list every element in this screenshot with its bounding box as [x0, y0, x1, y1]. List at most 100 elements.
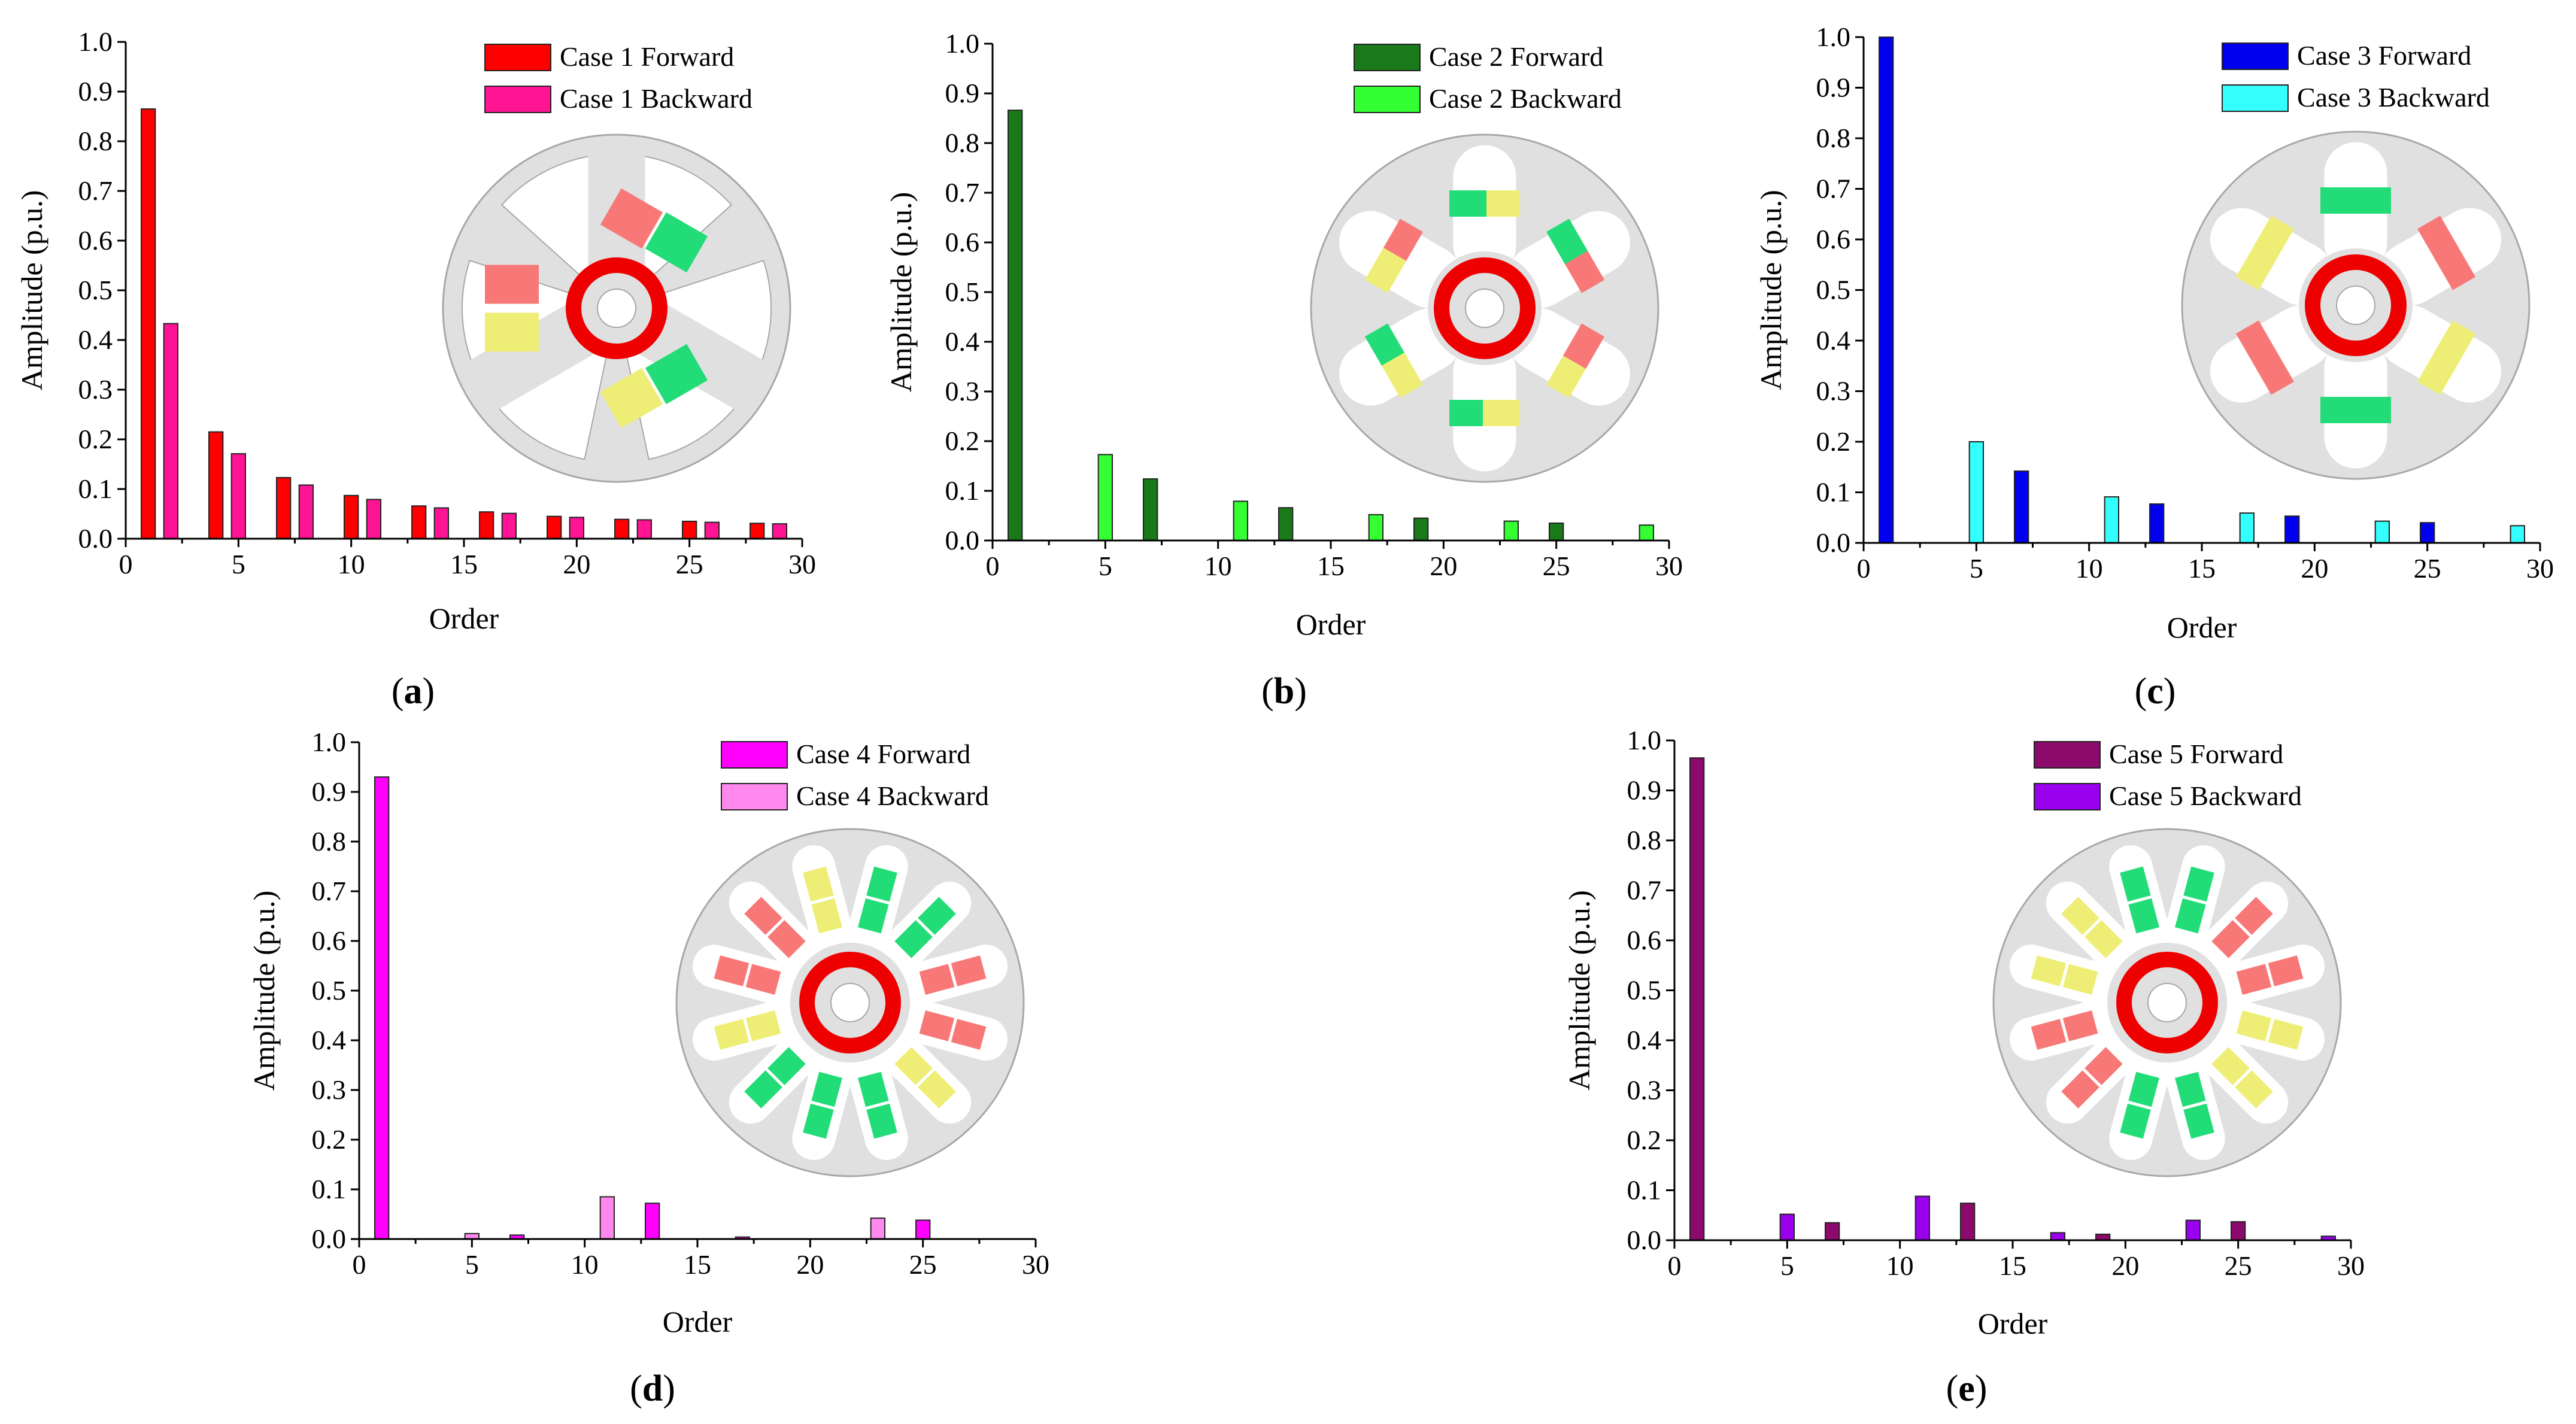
bar: [1824, 1222, 1840, 1241]
x-axis-title: Order: [1296, 608, 1366, 641]
x-tick-label: 0: [353, 1249, 366, 1280]
coil: [600, 188, 663, 249]
x-axis-title: Order: [663, 1305, 733, 1338]
coil: [811, 1071, 842, 1107]
chart-panel-e: 0 5 10 15 20 25 30 0.0 0.1 0.2 0.3 0.4 0.5 0.6 0.7 0.8 0…: [1562, 725, 2365, 1409]
legend-swatch: [2034, 741, 2101, 769]
legend-label: Case 5 Forward: [2109, 739, 2283, 769]
y-tick-label: 0.1: [1816, 477, 1851, 508]
legend-label: Case 1 Forward: [560, 41, 734, 72]
coil: [2236, 1010, 2272, 1042]
y-tick-label: 1.0: [312, 727, 347, 757]
y-tick-label: 1.0: [1627, 725, 1662, 755]
y-tick-label: 0.4: [945, 326, 980, 357]
x-tick-label: 10: [571, 1249, 599, 1280]
coil: [2235, 897, 2273, 935]
x-tick-label: 25: [2414, 553, 2441, 584]
coil: [803, 1103, 834, 1139]
coil: [803, 866, 834, 902]
x-tick-label: 20: [563, 549, 590, 579]
x-tick-label: 0: [119, 549, 133, 579]
bar: [772, 523, 788, 539]
coil: [600, 368, 663, 429]
coil: [2183, 866, 2214, 902]
coil: [866, 1103, 897, 1139]
chart-panel-b: 0 5 10 15 20 25 30 0.0 0.1 0.2 0.3 0.4 0.5 0.6 0.7 0.8 0…: [884, 28, 1683, 712]
legend-label: Case 2 Forward: [1429, 41, 1603, 72]
coil: [2235, 1070, 2273, 1109]
legend-swatch: [2222, 42, 2289, 70]
y-axis-title: Amplitude (p.u.): [247, 891, 281, 1091]
x-tick-label: 10: [1204, 551, 1232, 581]
y-tick-label: 0.7: [1816, 174, 1851, 204]
bar: [2230, 1221, 2246, 1241]
x-tick-label: 20: [796, 1249, 824, 1280]
y-tick-label: 0.2: [1816, 426, 1851, 457]
rotor-bore: [2147, 983, 2187, 1022]
legend-label: Case 2 Backward: [1429, 83, 1622, 114]
y-tick-label: 0.1: [312, 1174, 347, 1204]
y-tick-label: 0.8: [945, 127, 980, 158]
legend-swatch: [1354, 86, 1421, 113]
chart-panel-d: 0 5 10 15 20 25 30 0.0 0.1 0.2 0.3 0.4 0.5 0.6 0.7 0.8 0…: [247, 727, 1049, 1409]
bar: [915, 1219, 931, 1240]
coil: [1381, 352, 1423, 398]
y-tick-label: 0.8: [1816, 123, 1851, 153]
y-tick-label: 0.6: [1816, 224, 1851, 254]
bar: [1548, 522, 1564, 542]
coil: [2320, 187, 2357, 214]
bar: [1689, 757, 1705, 1241]
y-tick-label: 1.0: [1816, 22, 1851, 52]
y-tick-label: 0.8: [1627, 825, 1662, 855]
coil: [2268, 1019, 2304, 1050]
bar: [2095, 1233, 2111, 1241]
coil: [2236, 964, 2272, 995]
bar: [644, 1203, 660, 1240]
y-tick-label: 0.0: [1816, 527, 1851, 558]
x-tick-label: 5: [1780, 1250, 1794, 1281]
bar: [140, 108, 156, 540]
coil: [1483, 400, 1520, 426]
rotor-bore: [1465, 289, 1504, 328]
coil: [2211, 1047, 2250, 1085]
coil: [1449, 190, 1486, 217]
bar: [275, 476, 292, 539]
coil: [919, 1010, 955, 1042]
coil: [951, 955, 987, 986]
bar: [2510, 525, 2526, 544]
coil: [2211, 920, 2250, 958]
x-tick-label: 30: [2337, 1250, 2365, 1281]
bar: [1007, 110, 1023, 542]
bar: [343, 494, 359, 539]
bar: [1639, 524, 1655, 542]
y-tick-label: 0.2: [78, 424, 113, 454]
bar: [411, 505, 427, 539]
coil: [2062, 1010, 2098, 1042]
x-tick-label: 10: [338, 549, 365, 579]
coil: [2031, 955, 2067, 986]
legend-label: Case 4 Forward: [796, 739, 970, 769]
bar: [546, 515, 562, 540]
y-tick-label: 0.7: [78, 175, 113, 206]
y-tick-label: 0.9: [312, 776, 347, 807]
coil: [1364, 247, 1406, 293]
rotor-bore: [2336, 286, 2375, 325]
y-tick-label: 0.9: [1627, 775, 1662, 806]
coil: [714, 1019, 750, 1050]
coil: [2235, 244, 2277, 290]
x-axis-title: Order: [429, 602, 499, 635]
subfigure-label: (c): [2135, 671, 2176, 712]
subfigure-label: (d): [630, 1368, 675, 1409]
y-tick-label: 0.8: [312, 826, 347, 857]
bar: [366, 499, 382, 539]
coil: [2120, 1103, 2151, 1139]
coil: [951, 1019, 987, 1050]
bar: [1368, 514, 1384, 542]
bar: [478, 511, 494, 539]
coil: [767, 1047, 806, 1085]
bar: [1503, 520, 1519, 542]
y-tick-label: 0.1: [945, 475, 980, 506]
coil: [2175, 1071, 2206, 1107]
y-tick-label: 0.5: [312, 975, 347, 1006]
bar: [2239, 512, 2255, 544]
